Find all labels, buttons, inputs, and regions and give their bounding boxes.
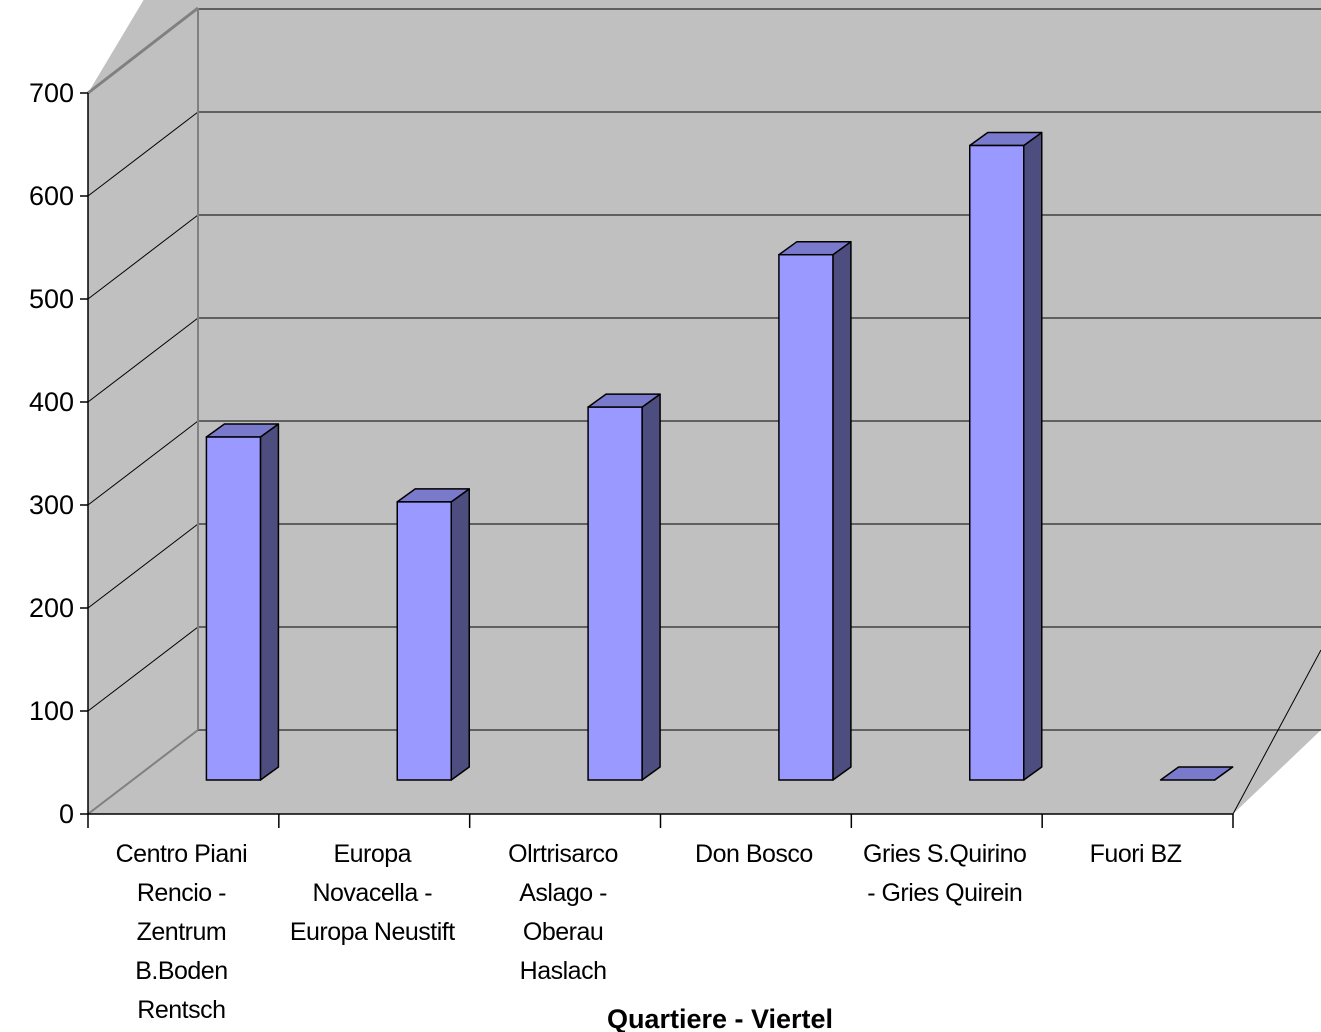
gridline-side — [87, 523, 199, 609]
x-tick-label: B.Boden — [135, 957, 227, 985]
x-tick-label: Centro Piani — [116, 840, 248, 868]
bar — [205, 436, 262, 781]
x-tick-label: Aslago - — [519, 879, 607, 907]
gridline-side — [87, 626, 199, 712]
y-tick-label: 100 — [29, 696, 74, 726]
bar — [587, 406, 643, 781]
x-tick-label: Olrtrisarco — [508, 840, 618, 868]
y-tick-label: 300 — [29, 490, 74, 520]
floor-right-edge — [1232, 649, 1321, 815]
x-tick-label: Rentsch — [137, 996, 225, 1024]
gridline-side — [87, 214, 199, 300]
gridline-side — [87, 317, 199, 403]
side-wall-top-edge — [87, 6, 199, 95]
x-tick-label: Novacella - — [312, 879, 432, 907]
x-tick-label: Haslach — [520, 957, 607, 985]
gridline-side — [87, 420, 199, 506]
bar — [778, 253, 834, 781]
x-tick-label: - Gries Quirein — [867, 879, 1022, 907]
x-tick-label: Europa Neustift — [290, 918, 455, 946]
y-tick-label: 700 — [29, 78, 74, 108]
back-wall — [198, 0, 1321, 730]
bar-top — [1159, 766, 1234, 781]
floor-left-edge — [87, 729, 199, 815]
y-tick-label: 500 — [29, 284, 74, 314]
bar — [396, 501, 452, 781]
y-tick-label: 0 — [59, 799, 74, 829]
y-tick-label: 400 — [29, 387, 74, 417]
x-tick-label: Fuori BZ — [1090, 840, 1182, 868]
bar-side — [832, 240, 852, 781]
x-tick-label: Rencio - — [137, 879, 226, 907]
x-axis-title: Quartiere - Viertel — [607, 1004, 833, 1032]
bar-side — [450, 488, 470, 781]
x-tick-label: Zentrum — [137, 918, 227, 946]
bar — [969, 144, 1025, 781]
x-tick-label: Europa — [333, 840, 411, 868]
x-tick-label: Don Bosco — [695, 840, 813, 868]
gridline-side — [87, 111, 199, 197]
y-tick-label: 600 — [29, 181, 74, 211]
x-tick-label: Gries S.Quirino — [863, 840, 1026, 868]
bar-side — [1023, 131, 1043, 781]
bar-side — [259, 423, 280, 781]
y-tick-label: 200 — [29, 593, 74, 623]
bar-side — [641, 393, 661, 781]
side-wall — [88, 0, 198, 814]
x-tick-label: Oberau — [523, 918, 603, 946]
